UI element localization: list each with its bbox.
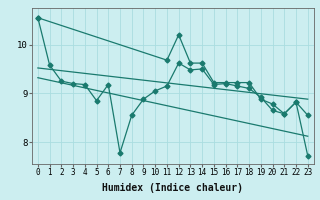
X-axis label: Humidex (Indice chaleur): Humidex (Indice chaleur) <box>102 183 243 193</box>
